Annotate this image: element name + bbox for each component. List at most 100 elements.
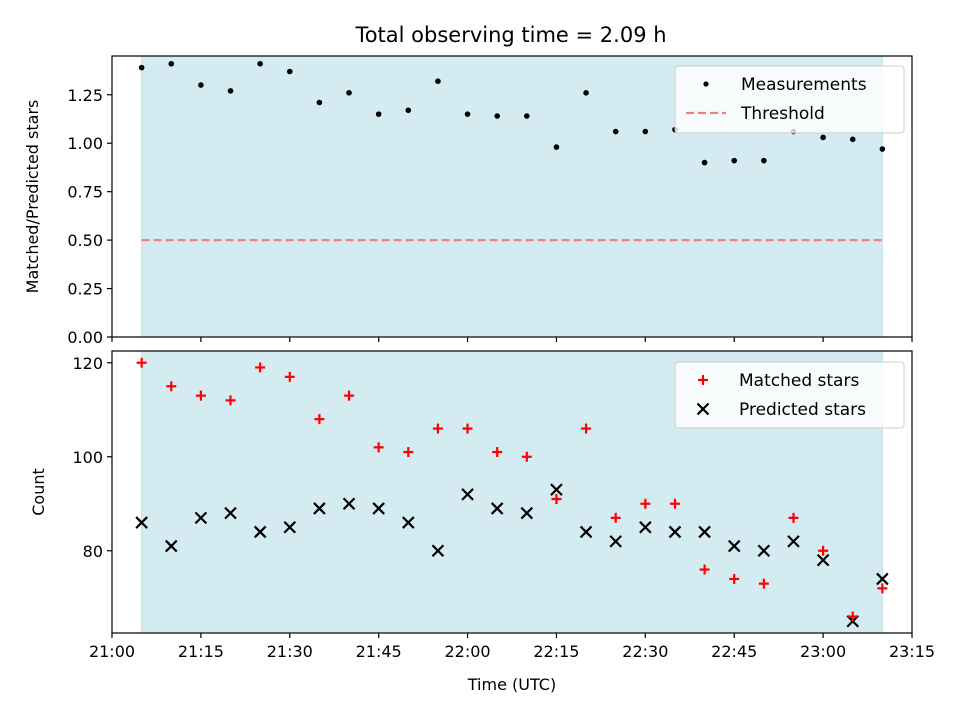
measurement-point-8 (375, 111, 382, 117)
measurement-point-4 (257, 60, 263, 67)
matched-star-point-8 (373, 442, 384, 453)
top-legend: Measurements Threshold (674, 65, 905, 134)
top-ytick-label-4: 1.00 (67, 134, 103, 153)
measurement-point-17 (642, 128, 649, 135)
matched-star-point-12 (492, 447, 503, 458)
predicted-star-point-15 (579, 525, 593, 539)
bot-ytick-label-0: 80 (83, 542, 103, 561)
predicted-star-point-16 (609, 535, 622, 548)
matched-star-point-23 (818, 545, 829, 556)
bot-xtick-label-0: 21:00 (89, 642, 135, 661)
matched-star-point-9 (403, 447, 414, 458)
matched-star-point-13 (521, 451, 532, 462)
matched-star-point-15 (581, 423, 592, 434)
measurement-point-13 (524, 113, 530, 119)
top-ytick-label-2: 0.50 (67, 231, 103, 250)
bot-xtick-label-9: 23:15 (889, 642, 935, 661)
top-ytick-label-5: 1.25 (67, 86, 103, 105)
matched-star-point-6 (314, 414, 325, 425)
bot-xtick-label-4: 22:00 (445, 642, 491, 661)
predicted-star-point-4 (253, 525, 267, 539)
predicted-star-point-10 (431, 544, 445, 558)
legend-measurements-label: Measurements (741, 75, 867, 95)
top-ytick-label-3: 0.75 (67, 183, 103, 202)
measurement-point-19 (701, 159, 708, 166)
matched-star-point-1 (166, 381, 177, 392)
matched-star-point-14 (551, 494, 562, 505)
bot-xtick-label-2: 21:30 (267, 642, 313, 661)
matched-star-point-24 (847, 611, 858, 622)
top-y-axis-label: Matched/Predicted stars (23, 100, 42, 294)
top-y-ticks: 0.00 0.25 0.50 0.75 1.00 1.25 (67, 86, 112, 347)
bottom-series-layer (135, 357, 889, 628)
matched-star-point-7 (344, 390, 355, 401)
predicted-star-point-18 (668, 525, 682, 539)
top-axes-frame (111, 55, 913, 338)
top-legend-box (674, 65, 905, 134)
measurement-point-10 (435, 78, 441, 84)
legend-predicted-stars-label: Predicted stars (739, 400, 866, 420)
legend-matched-plus (698, 375, 708, 385)
matched-star-point-20 (729, 573, 740, 584)
legend-measurements-marker (703, 81, 709, 87)
legend-predicted-x (696, 402, 710, 416)
measurement-point-7 (346, 90, 352, 96)
measurement-point-3 (227, 88, 234, 94)
bottom-legend: Matched stars Predicted stars (674, 361, 905, 429)
bottom-x-axis-label: Time (UTC) (467, 675, 556, 694)
measurement-point-1 (168, 60, 175, 67)
legend-threshold-label: Threshold (740, 104, 825, 124)
predicted-star-point-14 (550, 483, 563, 496)
predicted-star-point-13 (520, 506, 534, 520)
measurement-point-2 (198, 82, 204, 88)
measurement-point-9 (405, 107, 412, 114)
predicted-star-point-20 (727, 539, 741, 553)
measurement-point-15 (583, 90, 589, 96)
measurement-point-21 (761, 157, 767, 164)
bottom-y-axis-label: Count (29, 468, 48, 516)
predicted-star-point-21 (757, 544, 771, 558)
bot-ytick-label-2: 120 (72, 354, 103, 373)
bottom-axes-frame (111, 350, 913, 634)
top-ytick-label-0: 0.00 (67, 328, 103, 347)
matched-star-point-16 (610, 512, 621, 523)
bot-xtick-label-5: 22:15 (533, 642, 579, 661)
predicted-star-point-7 (342, 497, 356, 511)
predicted-star-point-19 (698, 525, 711, 539)
predicted-star-point-8 (372, 502, 385, 515)
measurement-point-16 (612, 128, 619, 135)
bot-xtick-label-8: 23:00 (800, 642, 846, 661)
measurement-point-25 (879, 146, 886, 152)
bot-xtick-label-3: 21:45 (356, 642, 402, 661)
matched-star-point-21 (758, 578, 769, 589)
measurement-point-20 (731, 157, 738, 164)
measurement-point-14 (553, 144, 560, 150)
measurement-point-11 (464, 111, 471, 117)
predicted-star-point-23 (816, 553, 830, 567)
predicted-star-point-22 (787, 535, 800, 548)
measurement-point-5 (286, 68, 293, 75)
predicted-star-point-5 (283, 520, 297, 534)
matched-star-point-5 (284, 371, 295, 382)
chart-title: Total observing time = 2.09 h (354, 23, 666, 47)
predicted-star-point-17 (639, 520, 652, 534)
matched-star-point-3 (225, 395, 236, 406)
matched-star-point-18 (669, 498, 680, 509)
bottom-legend-box (674, 361, 905, 429)
matched-star-point-10 (432, 423, 443, 434)
measurement-point-0 (138, 64, 145, 71)
matched-star-point-11 (462, 423, 473, 434)
measurement-point-23 (820, 134, 826, 141)
predicted-star-point-9 (402, 516, 415, 529)
predicted-star-point-3 (224, 506, 237, 520)
predicted-star-point-2 (194, 511, 208, 525)
predicted-star-point-0 (135, 516, 148, 529)
predicted-star-point-25 (876, 572, 889, 586)
legend-predicted-stars-marker (696, 402, 710, 416)
predicted-star-point-6 (313, 502, 326, 515)
measurement-point-6 (316, 99, 323, 106)
top-x-ticks (111, 337, 913, 342)
bot-xtick-label-1: 21:15 (178, 642, 224, 661)
